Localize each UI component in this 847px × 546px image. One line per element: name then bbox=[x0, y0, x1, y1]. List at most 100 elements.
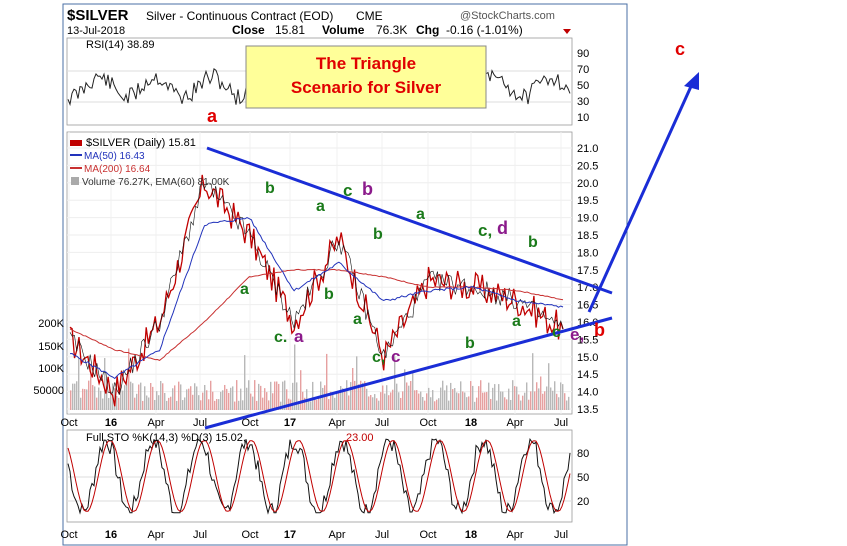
price-tick: 18.5 bbox=[577, 230, 598, 242]
volume-bar bbox=[80, 397, 82, 410]
volume-bar bbox=[162, 383, 164, 410]
volume-bar bbox=[248, 380, 250, 410]
price-panel bbox=[66, 131, 573, 415]
volume-bar bbox=[514, 386, 516, 410]
wave-label: a bbox=[416, 206, 425, 223]
volume-bar bbox=[434, 401, 436, 410]
x-tick-label: Oct bbox=[419, 529, 436, 541]
volume-bar bbox=[410, 380, 412, 410]
volume-bar bbox=[186, 389, 188, 410]
volume-bar bbox=[122, 390, 124, 410]
volume-tick: 100K bbox=[38, 363, 64, 375]
volume-bar bbox=[386, 385, 388, 410]
volume-bar bbox=[436, 399, 438, 410]
volume-bar bbox=[184, 397, 186, 410]
volume-bar bbox=[566, 400, 568, 410]
volume-bar bbox=[244, 355, 246, 410]
price-tick: 15.5 bbox=[577, 334, 598, 346]
volume-bar bbox=[118, 397, 120, 410]
x-tick-label: 16 bbox=[105, 529, 117, 541]
volume-bar bbox=[408, 385, 410, 410]
volume-bar bbox=[550, 387, 552, 410]
volume-bar bbox=[524, 392, 526, 410]
rsi-tick: 30 bbox=[577, 96, 589, 108]
volume-bar bbox=[238, 400, 240, 410]
volume-bar bbox=[322, 387, 324, 410]
ma200-line bbox=[69, 268, 564, 361]
volume-value: 76.3K bbox=[376, 23, 407, 37]
price-tick: 19.0 bbox=[577, 213, 598, 225]
volume-bar bbox=[406, 382, 408, 410]
volume-bar bbox=[246, 387, 248, 410]
volume-bar bbox=[178, 381, 180, 410]
volume-bar bbox=[272, 393, 274, 410]
volume-bar bbox=[176, 400, 178, 410]
x-tick-label: 18 bbox=[465, 529, 477, 541]
wave-label: a bbox=[512, 313, 521, 330]
price-tick: 17.5 bbox=[577, 265, 598, 277]
volume-bar bbox=[448, 400, 450, 410]
volume-bar bbox=[188, 388, 190, 410]
volume-bar bbox=[88, 380, 90, 410]
x-tick-label: Oct bbox=[60, 417, 77, 429]
volume-bar bbox=[286, 389, 288, 410]
volume-bar bbox=[200, 400, 202, 410]
volume-bar bbox=[304, 397, 306, 410]
wave-label: c bbox=[391, 347, 400, 366]
volume-bar bbox=[412, 371, 414, 410]
volume-bar bbox=[416, 390, 418, 410]
callout-line-1: The Triangle bbox=[316, 54, 416, 73]
x-axis-price: Oct 16 Apr Jul Oct 17 Apr Jul Oct 18 Apr Jul bbox=[60, 417, 568, 429]
x-tick-label: Jul bbox=[375, 529, 389, 541]
volume-bar bbox=[478, 386, 480, 410]
volume-bar bbox=[544, 391, 546, 410]
volume-bar bbox=[398, 392, 400, 410]
volume-bar bbox=[568, 396, 570, 410]
volume-bar bbox=[512, 380, 514, 410]
volume-bar bbox=[294, 344, 296, 410]
volume-tick: 200K bbox=[38, 318, 64, 330]
volume-bar bbox=[202, 392, 204, 410]
volume-bar bbox=[390, 392, 392, 410]
volume-bar bbox=[252, 396, 254, 410]
volume-bar bbox=[70, 390, 72, 410]
ma200-legend-text: MA(200) 16.64 bbox=[84, 164, 151, 175]
volume-bar bbox=[558, 397, 560, 410]
x-tick-label: Jul bbox=[193, 529, 207, 541]
volume-legend-swatch bbox=[71, 177, 79, 185]
volume-bar bbox=[212, 391, 214, 410]
volume-bar bbox=[84, 389, 86, 410]
x-tick-label: Jul bbox=[375, 417, 389, 429]
volume-bar bbox=[508, 388, 510, 410]
volume-bar bbox=[224, 384, 226, 410]
volume-bar bbox=[482, 392, 484, 410]
volume-bar bbox=[384, 393, 386, 410]
volume-bar bbox=[234, 401, 236, 410]
volume-bar bbox=[496, 400, 498, 410]
wave-label: b bbox=[373, 226, 383, 243]
volume-bar bbox=[310, 401, 312, 410]
price-tick: 14.0 bbox=[577, 387, 598, 399]
volume-bar bbox=[160, 380, 162, 410]
wave-label: a bbox=[316, 198, 325, 215]
volume-bar bbox=[158, 395, 160, 410]
x-tick-label: 17 bbox=[284, 417, 296, 429]
volume-bar bbox=[150, 382, 152, 410]
volume-bar bbox=[250, 393, 252, 410]
rsi-tick: 90 bbox=[577, 48, 589, 60]
volume-bar bbox=[268, 400, 270, 410]
volume-bar bbox=[146, 395, 148, 410]
x-tick-label: Apr bbox=[147, 417, 164, 429]
volume-bar bbox=[404, 369, 406, 410]
volume-bar bbox=[506, 399, 508, 410]
volume-bar bbox=[314, 399, 316, 410]
price-bars-line bbox=[69, 182, 564, 396]
volume-bar bbox=[470, 381, 472, 410]
volume-bar bbox=[380, 392, 382, 410]
volume-bar bbox=[466, 397, 468, 410]
volume-bar bbox=[284, 380, 286, 410]
volume-bar bbox=[526, 382, 528, 410]
volume-bar bbox=[96, 397, 98, 410]
volume-bar bbox=[138, 384, 140, 410]
